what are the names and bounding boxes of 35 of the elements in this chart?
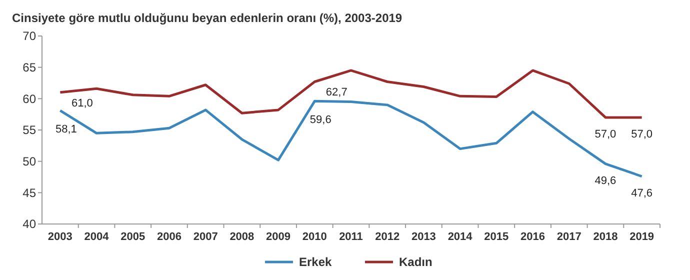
data-label: 47,6 — [631, 187, 653, 200]
x-tick-label: 2010 — [302, 231, 327, 243]
data-label: 62,7 — [326, 86, 348, 99]
x-tick-label: 2004 — [84, 231, 110, 243]
y-tick-label: 70 — [22, 29, 36, 44]
x-tick-label: 2008 — [230, 231, 254, 243]
x-tick-label: 2006 — [156, 231, 182, 243]
x-tick-label: 2019 — [630, 231, 654, 243]
x-tick-label: 2011 — [339, 231, 363, 243]
data-label: 61,0 — [71, 97, 93, 110]
x-tick-label: 2015 — [484, 231, 509, 243]
x-tick-label: 2014 — [448, 231, 474, 243]
y-tick-label: 45 — [22, 186, 36, 200]
y-tick-label: 65 — [22, 60, 36, 75]
y-tick-label: 55 — [22, 123, 36, 138]
legend-label: Kadın — [399, 255, 432, 270]
chart-title: Cinsiyete göre mutlu olduğunu beyan edenlerin oranı (%), 2003-2019 — [12, 11, 402, 25]
x-tick-label: 2018 — [593, 231, 618, 243]
data-label: 59,6 — [310, 114, 332, 126]
x-tick-label: 2016 — [520, 231, 546, 243]
x-tick-label: 2013 — [411, 231, 436, 243]
x-tick-label: 2007 — [193, 231, 218, 243]
data-label: 57,0 — [594, 128, 616, 140]
x-tick-label: 2005 — [120, 231, 146, 243]
x-tick-label: 2012 — [375, 231, 400, 243]
legend-label: Erkek — [299, 255, 332, 270]
x-tick-label: 2017 — [556, 231, 582, 243]
y-tick-label: 50 — [22, 154, 36, 169]
data-label: 57,0 — [631, 128, 653, 140]
data-label: 49,6 — [594, 174, 616, 187]
x-tick-label: 2009 — [266, 231, 291, 243]
y-tick-label: 60 — [22, 92, 36, 106]
data-label: 58,1 — [55, 124, 77, 136]
y-tick-label: 40 — [22, 217, 36, 232]
x-tick-label: 2003 — [48, 231, 72, 243]
